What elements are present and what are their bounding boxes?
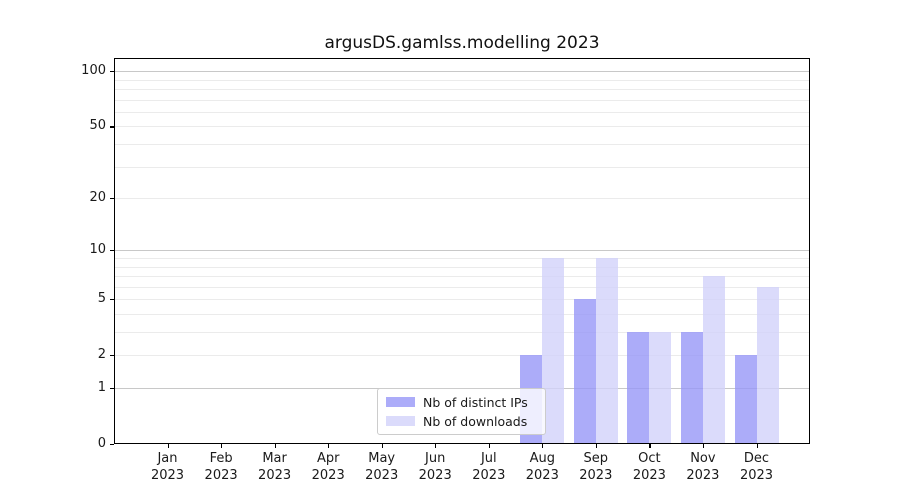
legend-label-distinct-ips: Nb of distinct IPs	[423, 394, 528, 410]
x-tick	[488, 444, 490, 448]
bar-downloads	[649, 332, 672, 444]
y-axis-tick-label: 20	[89, 190, 106, 206]
x-tick	[167, 444, 169, 448]
x-axis-tick-label: May 2023	[365, 451, 399, 483]
x-axis-tick-label: Aug 2023	[525, 451, 559, 483]
x-tick	[595, 444, 597, 448]
y-axis-tick-label: 5	[97, 291, 106, 307]
y-tick	[110, 444, 114, 446]
x-axis-tick-label: Sep 2023	[579, 451, 613, 483]
y-axis-tick-label: 50	[89, 118, 106, 134]
x-tick	[274, 444, 276, 448]
x-axis-tick-label: Nov 2023	[686, 451, 720, 483]
legend-swatch-distinct-ips	[386, 397, 415, 407]
bar-downloads	[595, 258, 618, 444]
bar-distinct-ips	[734, 355, 757, 444]
x-tick	[649, 444, 651, 448]
chart-title: argusDS.gamlss.modelling 2023	[324, 33, 600, 53]
x-tick	[542, 444, 544, 448]
bar-distinct-ips	[680, 332, 703, 444]
x-tick	[702, 444, 705, 448]
x-tick	[756, 444, 758, 448]
x-axis-tick-label: Jun 2023	[418, 451, 452, 483]
y-tick	[110, 388, 114, 390]
y-tick	[110, 198, 114, 200]
x-axis-tick-label: Oct 2023	[632, 451, 666, 483]
x-axis-tick-label: Jan 2023	[150, 451, 185, 483]
bar-downloads	[756, 286, 779, 444]
x-axis-tick-label: Mar 2023	[258, 451, 292, 483]
x-axis-tick-label: Jul 2023	[472, 451, 506, 483]
y-tick	[110, 299, 114, 301]
legend-label-downloads: Nb of downloads	[423, 413, 528, 429]
y-tick	[110, 250, 114, 252]
y-axis-tick-label: 10	[89, 242, 106, 258]
legend-swatch-downloads	[386, 416, 415, 426]
plot-area	[114, 58, 810, 444]
x-axis-tick-label: Dec 2023	[739, 451, 774, 483]
legend-item-distinct-ips: Nb of distinct IPs	[386, 395, 545, 410]
bar-downloads	[542, 258, 565, 444]
x-axis-tick-label: Apr 2023	[311, 451, 345, 483]
y-axis-tick-label: 100	[81, 63, 106, 79]
bar-downloads	[702, 276, 725, 444]
y-axis-tick-label: 2	[97, 347, 106, 363]
x-tick	[221, 444, 223, 448]
y-tick	[110, 355, 114, 357]
x-tick	[435, 444, 437, 448]
y-tick	[110, 71, 114, 73]
x-tick	[328, 444, 330, 448]
y-axis-tick-label: 1	[97, 380, 106, 395]
legend: Nb of distinct IPs Nb of downloads	[377, 388, 546, 435]
y-tick	[110, 126, 114, 128]
x-axis-tick-label: Feb 2023	[204, 451, 238, 483]
legend-item-downloads: Nb of downloads	[386, 414, 545, 429]
y-axis-tick-label: 0	[97, 436, 106, 451]
bar-distinct-ips	[573, 299, 596, 444]
bar-distinct-ips	[627, 332, 650, 444]
x-tick	[381, 444, 383, 448]
